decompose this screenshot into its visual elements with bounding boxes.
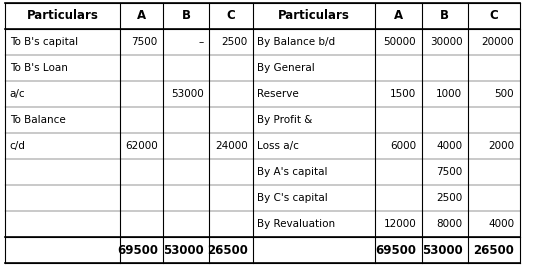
Text: 26500: 26500 [207, 244, 248, 257]
Text: B: B [182, 9, 191, 22]
Text: 53000: 53000 [422, 244, 462, 257]
Text: 53000: 53000 [171, 89, 204, 99]
Text: To Balance: To Balance [10, 115, 65, 125]
Text: To B's capital: To B's capital [10, 37, 78, 47]
Text: By General: By General [257, 63, 315, 73]
Text: Particulars: Particulars [278, 9, 350, 22]
Text: Loss a/c: Loss a/c [257, 141, 299, 151]
Text: 1500: 1500 [390, 89, 416, 99]
Text: 6000: 6000 [390, 141, 416, 151]
Text: 53000: 53000 [163, 244, 204, 257]
Text: c/d: c/d [10, 141, 26, 151]
Text: 4000: 4000 [436, 141, 462, 151]
Text: C: C [489, 9, 498, 22]
Text: 20000: 20000 [481, 37, 514, 47]
Text: 50000: 50000 [384, 37, 416, 47]
Text: A: A [394, 9, 403, 22]
Text: –: – [199, 37, 204, 47]
Text: By Profit &: By Profit & [257, 115, 313, 125]
Text: B: B [440, 9, 449, 22]
Text: 69500: 69500 [117, 244, 158, 257]
Text: 2000: 2000 [488, 141, 514, 151]
Text: To B's Loan: To B's Loan [10, 63, 67, 73]
Text: 62000: 62000 [125, 141, 158, 151]
Text: 7500: 7500 [132, 37, 158, 47]
Text: Particulars: Particulars [27, 9, 98, 22]
Text: Reserve: Reserve [257, 89, 299, 99]
Text: 12000: 12000 [384, 219, 416, 229]
Text: By Revaluation: By Revaluation [257, 219, 336, 229]
Text: 7500: 7500 [436, 167, 462, 177]
Text: By C's capital: By C's capital [257, 193, 328, 203]
Text: 8000: 8000 [436, 219, 462, 229]
Text: 500: 500 [494, 89, 514, 99]
Text: 26500: 26500 [473, 244, 514, 257]
Text: 2500: 2500 [436, 193, 462, 203]
Text: By A's capital: By A's capital [257, 167, 328, 177]
Text: 4000: 4000 [488, 219, 514, 229]
Text: 2500: 2500 [221, 37, 248, 47]
Text: a/c: a/c [10, 89, 26, 99]
Text: C: C [227, 9, 236, 22]
Text: 1000: 1000 [436, 89, 462, 99]
Text: 30000: 30000 [430, 37, 462, 47]
Text: 69500: 69500 [375, 244, 416, 257]
Text: By Balance b/d: By Balance b/d [257, 37, 336, 47]
Text: A: A [137, 9, 146, 22]
Text: 24000: 24000 [215, 141, 248, 151]
